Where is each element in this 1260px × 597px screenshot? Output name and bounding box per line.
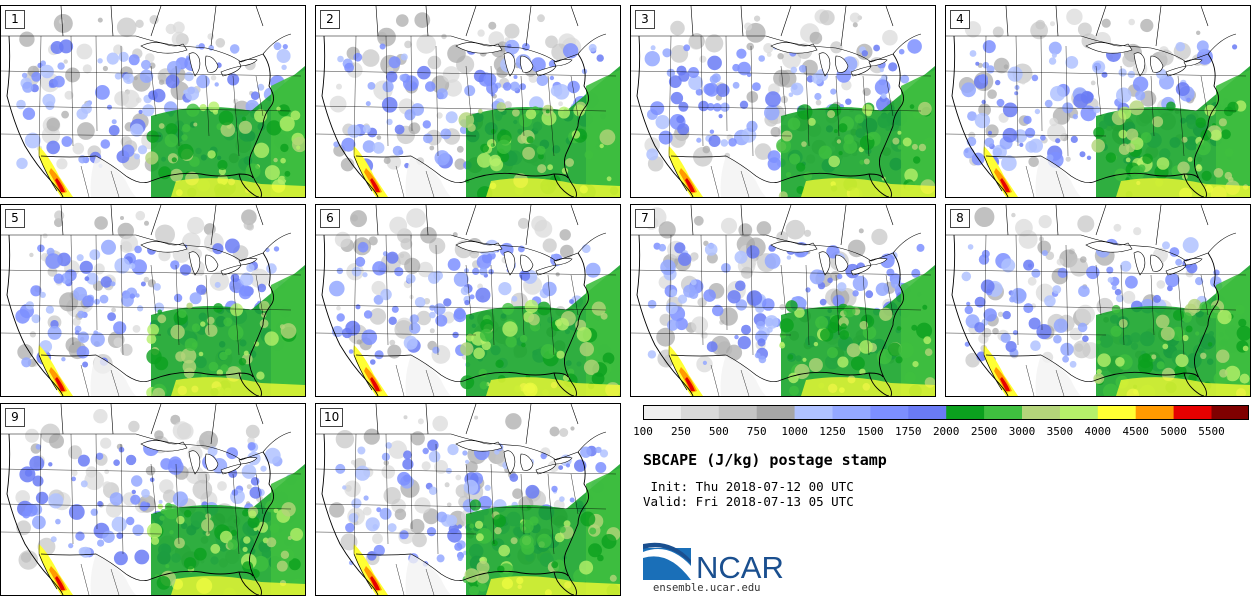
colorbar-tick-label: 3500 [1046,425,1074,438]
member-panel-2: 2 [315,5,621,198]
member-label-1: 1 [5,10,25,29]
sbcape-map-7 [631,205,935,396]
sbcape-map-1 [1,6,305,197]
sbcape-map-5 [1,205,305,396]
colorbar-swatch [1135,406,1174,419]
sbcape-map-8 [946,205,1250,396]
colorbar-tick-label: 5500 [1198,425,1225,438]
colorbar-swatch [1059,406,1099,419]
colorbar-tick-label: 1750 [895,425,922,438]
colorbar-swatch [832,406,871,419]
ncar-logo-text: NCAR [696,550,784,585]
colorbar-tick-label: 500 [708,425,729,438]
sbcape-map-10 [316,404,620,595]
ncar-logo: NCAR [643,542,784,585]
colorbar-swatch [1173,406,1212,419]
member-panel-1: 1 [0,5,306,198]
colorbar-swatch [1211,406,1249,419]
colorbar-swatch [984,406,1023,419]
colorbar-tick-label: 2000 [932,425,960,438]
colorbar-tick-label: 4000 [1084,425,1112,438]
member-panel-4: 4 [945,5,1251,198]
colorbar-tick-label: 2500 [970,425,998,438]
member-label-6: 6 [320,209,340,228]
colorbar-tick-label: 5000 [1160,425,1187,438]
member-label-3: 3 [635,10,655,29]
sbcape-map-9 [1,404,305,595]
member-panel-8: 8 [945,204,1251,397]
member-panel-9: 9 [0,403,306,596]
product-title: SBCAPE (J/kg) postage stamp [643,451,887,469]
colorbar-tick-label: 750 [746,425,767,438]
colorbar-swatch [718,406,758,419]
sbcape-map-3 [631,6,935,197]
member-label-5: 5 [5,209,25,228]
member-panel-3: 3 [630,5,936,198]
member-panel-10: 10 [315,403,621,596]
colorbar-tick-label: 4500 [1122,425,1149,438]
colorbar-swatch [643,406,682,419]
member-label-10: 10 [320,408,344,427]
colorbar-tick-label: 250 [670,425,691,438]
colorbar-tick-label: 1250 [819,425,846,438]
colorbar-swatch [1022,406,1061,419]
colorbar-swatch [870,406,909,419]
init-time: Init: Thu 2018-07-12 00 UTC [643,479,854,494]
member-label-7: 7 [635,209,655,228]
colorbar-tick-label: 3000 [1008,425,1036,438]
colorbar-swatch [680,406,720,419]
valid-time: Valid: Fri 2018-07-13 05 UTC [643,494,854,509]
colorbar-tick-label: 1500 [857,425,884,438]
colorbar-tick-label: 100 [633,425,653,438]
colorbar-swatch [908,406,947,419]
member-panel-7: 7 [630,204,936,397]
sbcape-colorbar [643,405,1249,420]
member-label-4: 4 [950,10,970,29]
member-label-8: 8 [950,209,970,228]
member-label-9: 9 [5,408,25,427]
member-panel-5: 5 [0,204,306,397]
sbcape-map-4 [946,6,1250,197]
member-panel-6: 6 [315,204,621,397]
sbcape-map-2 [316,6,620,197]
colorbar-tick-label: 1000 [781,425,808,438]
colorbar-swatch [1097,406,1137,419]
sbcape-map-6 [316,205,620,396]
member-label-2: 2 [320,10,340,29]
colorbar-swatch [794,406,833,419]
colorbar-swatch [756,406,795,419]
colorbar-swatch [946,406,985,419]
ensemble-url: ensemble.ucar.edu [653,582,761,594]
